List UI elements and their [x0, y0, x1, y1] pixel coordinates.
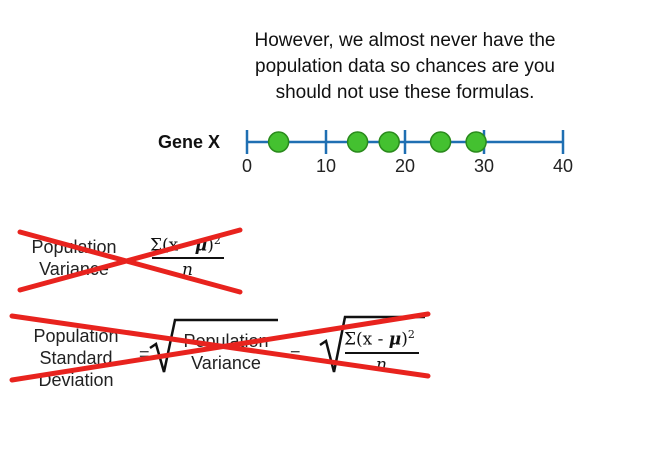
variance-cross-line	[17, 227, 243, 293]
sd-numerator: Σ(x - μ)2	[344, 328, 415, 350]
sd-mu: μ	[388, 329, 402, 350]
caption-line-2: population data so chances are you	[255, 56, 555, 77]
caption-line-3: should not use these formulas.	[275, 82, 535, 103]
sd-inner-line-2: Variance	[191, 353, 261, 373]
sd-equals-1: =	[139, 344, 150, 364]
caption: However, we almost never have the popula…	[210, 28, 600, 106]
sd-cross-line	[9, 311, 431, 383]
sd-label-line-1: Population	[33, 326, 119, 346]
sd-fraction-bar	[345, 352, 419, 354]
tick-label: 40	[552, 156, 574, 176]
variance-exp: 2	[213, 234, 221, 247]
sd-label-line-2: Standard	[39, 348, 113, 368]
data-point	[378, 131, 400, 153]
sd-close: )	[401, 329, 408, 350]
tick-label: 20	[394, 156, 416, 176]
data-point	[465, 131, 487, 153]
tick-label: 0	[241, 156, 252, 176]
caption-line-1: However, we almost never have the	[254, 30, 556, 51]
variance-fraction-bar	[152, 257, 224, 259]
gene-label: Gene X	[158, 132, 221, 152]
sd-sum: Σ(x -	[344, 329, 389, 350]
data-point	[429, 131, 452, 153]
sd-radical-2	[319, 315, 425, 373]
number-line	[245, 130, 565, 154]
data-point	[267, 131, 290, 153]
variance-close: )	[207, 235, 214, 256]
sd-equals-2: =	[290, 344, 301, 364]
variance-denominator: n	[182, 260, 193, 280]
variance-label-line-2: Variance	[39, 259, 109, 279]
data-point	[346, 131, 369, 153]
sd-denominator: n	[376, 355, 387, 375]
tick-label: 10	[315, 156, 337, 176]
tick-label: 30	[473, 156, 495, 176]
sd-radical-1	[149, 318, 278, 373]
sd-exp: 2	[407, 328, 415, 341]
